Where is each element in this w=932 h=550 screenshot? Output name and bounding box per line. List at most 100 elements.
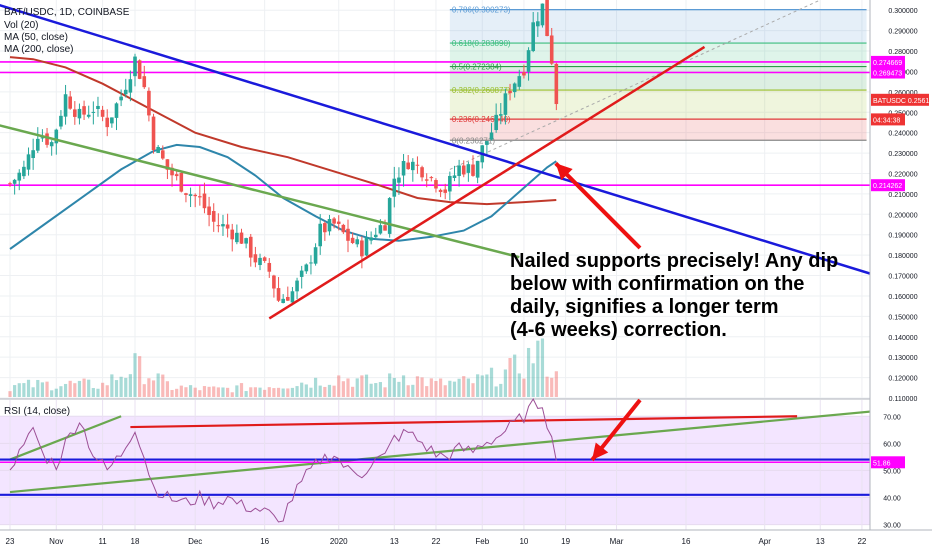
candle-body [31,150,35,159]
candle-body [216,225,221,227]
volume-bar [480,375,484,397]
candle-body [174,174,179,177]
ma200-line [9,56,557,206]
time-tick-label: 18 [131,537,140,546]
candle-body [475,160,480,178]
volume-bar [54,388,58,397]
candle-body [452,175,457,178]
candle-body [503,93,508,115]
candle-body [248,236,253,258]
price-level-tag-text: 0.214262 [873,183,902,190]
price-tick-label: 0.130000 [888,355,917,362]
price-tick-label: 0.260000 [888,90,917,97]
volume-bar [415,376,420,397]
volume-bar [476,374,480,397]
volume-bar [119,376,123,397]
volume-bar [351,386,355,397]
volume-bar [175,388,179,397]
candle-body [508,90,512,94]
candle-body [411,161,415,171]
volume-bar [517,373,521,397]
volume-legend: Vol (20) [4,20,39,31]
price-tick-label: 0.240000 [888,131,917,138]
time-tick-label: 19 [561,537,570,546]
candle-body [272,275,276,289]
candle-body [438,189,443,193]
fib-level-label: 0.786(0.300273) [452,6,511,15]
volume-bar [170,389,174,397]
time-tick-label: Feb [475,537,489,546]
candle-body [86,114,91,117]
volume-bar [406,385,410,397]
volume-bar [87,379,91,397]
price-tick-label: 0.280000 [888,49,917,56]
fib-zone [449,119,867,141]
volume-bar [420,377,424,397]
volume-bar [105,385,109,397]
volume-bar [429,378,433,397]
candle-body [392,178,397,197]
candle-body [522,72,526,76]
candle-body [373,234,378,238]
volume-bar [45,381,49,397]
volume-bar [457,378,461,397]
volume-bar [230,392,234,397]
volume-bar [513,354,517,397]
candle-body [536,21,540,27]
volume-bar [73,383,77,397]
volume-bar [193,387,197,397]
candle-body [364,237,369,256]
candle-body [105,117,110,128]
candle-body [494,114,498,131]
volume-bar [489,367,494,397]
candle-body [179,172,184,192]
volume-bar [411,384,415,397]
fib-level-label: 0.236(0.246640) [452,115,511,124]
candle-body [466,164,471,173]
fib-level-label: 0.618(0.283890) [452,39,511,48]
candle-body [346,228,350,241]
candle-body [68,96,72,109]
rsi-annotation-arrow-head [592,442,609,460]
rsi-tick-label: 50.00 [883,468,901,475]
price-tick-label: 0.210000 [888,192,917,199]
volume-bar [212,386,216,397]
volume-bar [165,381,170,397]
price-tick-label: 0.230000 [888,151,917,158]
annotation-arrow [554,161,642,250]
volume-bar [485,374,489,397]
time-tick-label: Dec [188,537,202,546]
volume-bar [68,380,72,397]
volume-bar [554,371,558,397]
price-tick-label: 0.190000 [888,233,917,240]
candle-body [295,280,299,292]
volume-bar [304,384,308,397]
volume-bar [138,356,142,397]
volume-bar [161,374,165,397]
rsi-tick-label: 40.00 [883,496,901,503]
rsi-legend: RSI (14, close) [4,406,71,417]
volume-bar [545,376,549,397]
candle-body [457,165,461,176]
time-tick-label: 23 [6,537,15,546]
time-tick-label: 2020 [330,537,348,546]
candle-body [360,240,364,257]
volume-bar [332,385,336,397]
volume-bar [179,385,183,397]
candle-body [137,60,142,79]
volume-bar [40,382,45,397]
volume-bar [258,387,262,397]
candle-body [489,132,494,140]
candle-body [160,150,165,159]
volume-bar [295,386,299,397]
time-tick-label: Apr [758,537,771,546]
candle-body [512,83,517,93]
volume-bar [313,377,318,397]
volume-bar [13,385,17,397]
candle-body [188,194,193,196]
fib-zone [449,9,867,44]
candle-body [415,164,420,166]
volume-bar [128,374,132,397]
candle-body [429,177,434,179]
